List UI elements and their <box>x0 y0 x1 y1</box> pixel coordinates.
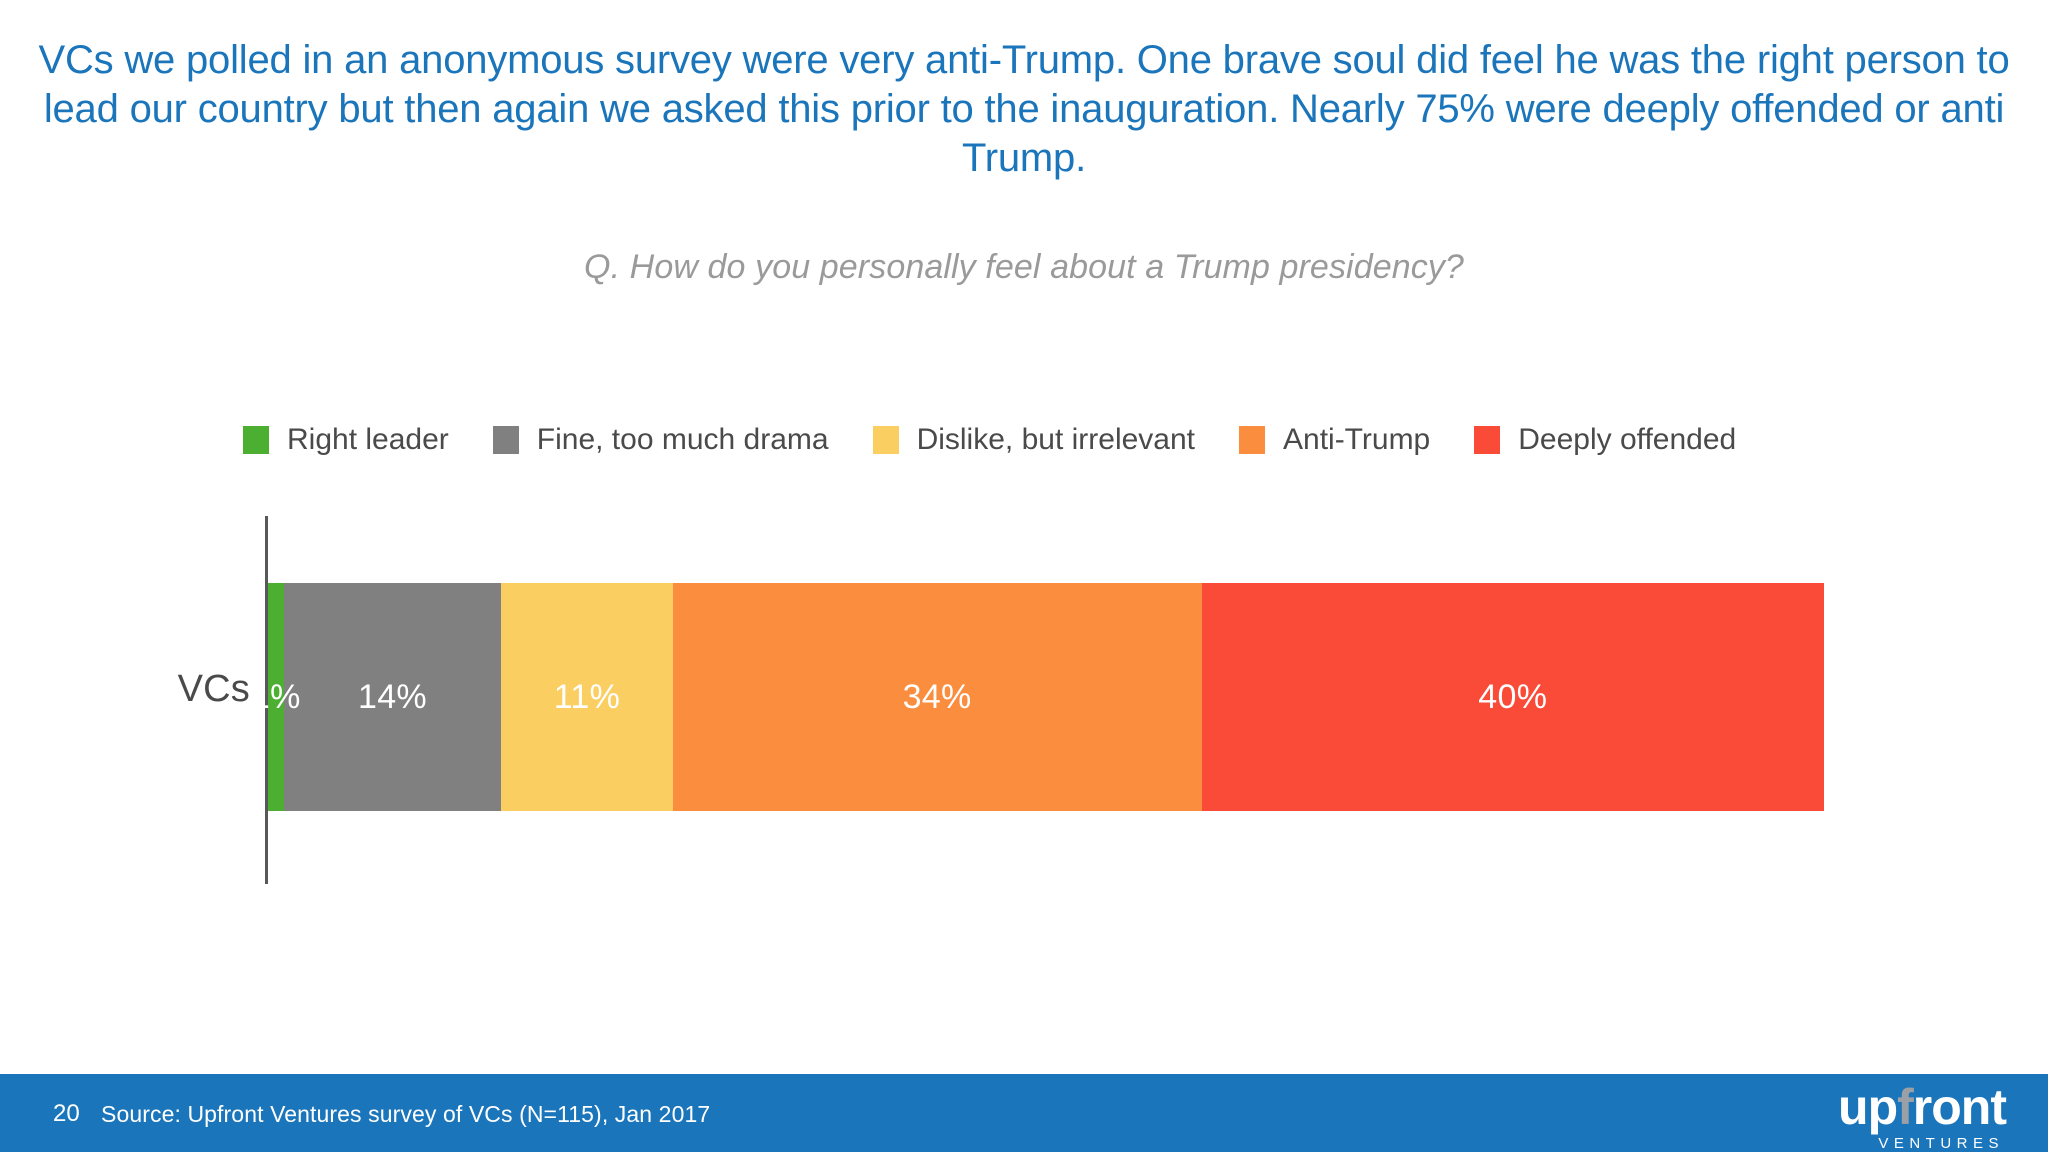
legend-label: Deeply offended <box>1518 423 1737 456</box>
page-number: 20 <box>53 1100 80 1127</box>
logo-text-up: up <box>1838 1079 1898 1135</box>
legend-item: Fine, too much drama <box>492 423 829 457</box>
footer-band <box>0 1074 2048 1152</box>
legend-item: Dislike, but irrelevant <box>872 423 1195 457</box>
logo-text-ront: ront <box>1912 1079 2007 1135</box>
chart-legend: Right leader Fine, too much drama Dislike,… <box>243 418 1943 462</box>
bar-segment: 1% <box>251 583 300 811</box>
legend-swatch-icon <box>492 426 519 454</box>
legend-item: Deeply offended <box>1474 423 1736 457</box>
category-label-vcs: VCs <box>177 668 250 710</box>
legend-label: Dislike, but irrelevant <box>916 423 1195 456</box>
logo-wordmark: upfront <box>1838 1079 2007 1135</box>
stacked-bar-row: 1% 14% 11% 34% 40% <box>251 583 1824 811</box>
page-title: VCs we polled in an anonymous survey wer… <box>38 38 2010 180</box>
bar-segment-value-label: 40% <box>1478 677 1548 716</box>
bar-segment-value-label: 11% <box>553 677 621 716</box>
legend-label: Right leader <box>287 423 449 456</box>
bar-segment-value-label: 34% <box>902 677 972 716</box>
legend-label: Fine, too much drama <box>536 423 829 456</box>
bar-segment: 11% <box>501 583 673 811</box>
legend-label: Anti-Trump <box>1283 423 1431 456</box>
bar-segment: 34% <box>672 583 1202 811</box>
legend-swatch-icon <box>1239 426 1265 454</box>
upfront-ventures-logo: upfront VENTURES <box>1838 1079 2007 1152</box>
bar-segment-value-label: 14% <box>357 677 427 716</box>
legend-swatch-icon <box>872 426 899 454</box>
logo-subtitle: VENTURES <box>1878 1135 2004 1152</box>
y-axis-line <box>265 516 268 884</box>
chart-question-subtitle: Q. How do you personally feel about a Tr… <box>584 248 1464 286</box>
source-note: Source: Upfront Ventures survey of VCs (… <box>101 1101 711 1127</box>
logo-text-f: f <box>1897 1079 1914 1135</box>
bar-segment-value-label: 1% <box>250 677 301 716</box>
legend-item: Right leader <box>243 423 449 457</box>
legend-swatch-icon <box>243 426 269 454</box>
bar-segment: 14% <box>283 583 502 811</box>
bar-segment: 40% <box>1201 583 1824 811</box>
legend-swatch-icon <box>1474 426 1501 454</box>
legend-item: Anti-Trump <box>1239 423 1430 457</box>
